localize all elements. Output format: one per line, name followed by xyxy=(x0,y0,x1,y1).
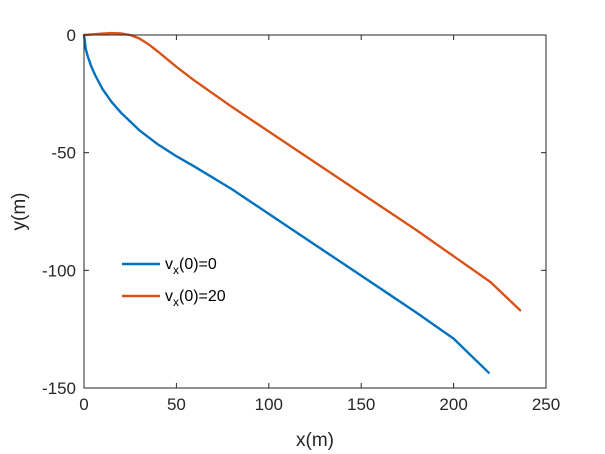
legend-label-2: vx(0)=20 xyxy=(165,288,226,309)
y-tick-label: -100 xyxy=(42,261,76,280)
x-tick-label: 0 xyxy=(79,395,88,414)
axes-box xyxy=(83,34,547,389)
x-tick-label: 250 xyxy=(532,395,560,414)
legend-label-1: vx(0)=0 xyxy=(165,256,217,277)
x-axis-label: x(m) xyxy=(296,430,334,451)
y-axis-label: y(m) xyxy=(9,193,30,231)
series-line-2 xyxy=(82,31,522,312)
x-tick-label: 200 xyxy=(439,395,467,414)
legend: vx(0)=0 vx(0)=20 xyxy=(122,256,226,309)
series-line-1 xyxy=(82,33,490,374)
y-tick-label: 0 xyxy=(67,26,76,45)
x-tick-label: 100 xyxy=(255,395,283,414)
x-tick-label: 50 xyxy=(167,395,186,414)
ticks-layer: 0 50 100 150 200 250 0 -50 -100 -150 xyxy=(42,26,560,414)
x-tick-label: 150 xyxy=(347,395,375,414)
plot-area xyxy=(84,35,546,388)
y-tick-label: -150 xyxy=(42,379,76,398)
series-layer xyxy=(82,31,522,374)
y-tick-label: -50 xyxy=(51,144,76,163)
